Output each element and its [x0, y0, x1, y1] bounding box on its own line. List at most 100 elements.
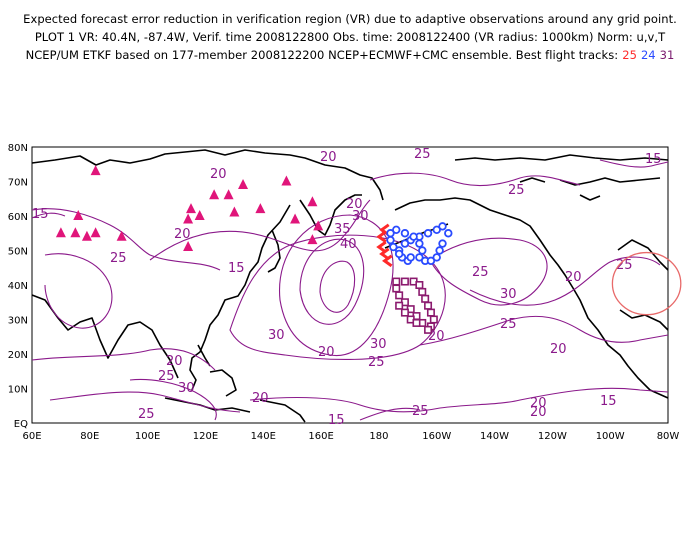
lat-tick-label: 20N: [8, 350, 28, 361]
contour-label: 20: [320, 150, 337, 165]
title-line-2: PLOT 1 VR: 40.4N, -87.4W, Verif. time 20…: [34, 30, 666, 44]
observation-triangle: [183, 213, 194, 224]
contour-label: 25: [158, 369, 175, 384]
track-marker-blue: [435, 246, 444, 255]
lon-tick-label: 180: [369, 431, 388, 442]
lon-tick-label: 140W: [480, 431, 509, 442]
track-marker-blue: [444, 229, 453, 238]
observation-triangle: [281, 175, 292, 186]
lon-tick-label: 100E: [135, 431, 160, 442]
flight-track-blue: [386, 222, 453, 266]
title-line-3-text: NCEP/UM ETKF based on 177-member 2008122…: [25, 48, 619, 62]
track-marker-purple: [426, 308, 435, 317]
lat-tick-label: 80N: [8, 143, 28, 154]
verification-region: [611, 251, 682, 316]
observation-sites: [55, 165, 324, 252]
track-marker-blue: [392, 225, 401, 234]
contour-label: 30: [352, 209, 369, 224]
contour-label: 15: [645, 152, 662, 167]
contour-label: 25: [138, 407, 155, 422]
contour-label: 30: [370, 337, 387, 352]
contour-label: 30: [500, 287, 517, 302]
contour-label: 15: [600, 394, 617, 409]
contour-label: 25: [412, 404, 429, 419]
track-marker-purple: [400, 277, 409, 286]
track-marker-red: [376, 230, 387, 243]
flight-track-purple: [392, 277, 438, 334]
track-marker-purple: [415, 280, 424, 289]
track-marker-blue: [389, 242, 398, 252]
contour-label: 20: [530, 396, 547, 411]
track-marker-blue: [394, 249, 404, 259]
lon-tick-label: 160E: [308, 431, 333, 442]
track-marker-red: [376, 240, 387, 254]
title-line-3: NCEP/UM ETKF based on 177-member 2008122…: [0, 46, 700, 64]
lat-tick-label: 60N: [8, 212, 28, 223]
observation-triangle: [90, 165, 101, 176]
lon-tick-label: 160W: [422, 431, 451, 442]
lat-tick-label: 70N: [8, 178, 28, 189]
map-frame: [31, 146, 669, 424]
observation-triangle: [70, 227, 81, 238]
contour-label: 40: [340, 237, 357, 252]
lon-tick-label: 120W: [538, 431, 567, 442]
track-marker-blue: [406, 253, 415, 262]
latitude-axis: EQ 10N 20N 30N 40N 50N 60N 70N 80N: [8, 143, 28, 430]
track-marker-purple: [421, 294, 430, 303]
lon-tick-label: 140E: [251, 431, 276, 442]
observation-triangle: [73, 210, 84, 220]
contour-label: 30: [178, 381, 195, 396]
lat-tick-label: 30N: [8, 316, 28, 327]
lat-tick-label: 50N: [8, 247, 28, 258]
longitude-axis: 60E 80E 100E 120E 140E 160E 180 160W 140W 120W 100…: [22, 431, 679, 442]
track-marker-purple: [412, 318, 421, 327]
contour-label: 20: [174, 227, 191, 242]
observation-triangle: [255, 203, 266, 214]
lon-tick-label: 120E: [193, 431, 218, 442]
contour-label: 20: [252, 391, 269, 406]
track-label-red: 25: [622, 48, 637, 62]
track-marker-purple: [424, 301, 433, 310]
contour-lines: [31, 159, 669, 421]
observation-triangle: [116, 230, 127, 241]
contour-label: 30: [268, 328, 285, 343]
track-marker-blue: [386, 229, 395, 238]
lon-tick-label: 100W: [596, 431, 625, 442]
lat-tick-label: 10N: [8, 385, 28, 396]
track-marker-purple: [400, 308, 409, 317]
contour-label: 20: [318, 345, 335, 360]
lon-tick-label: 60E: [22, 431, 41, 442]
track-marker-blue: [386, 235, 395, 245]
track-marker-purple: [395, 291, 404, 300]
contour-label: 15: [228, 261, 245, 276]
contour-label: 20: [346, 197, 363, 212]
track-marker-blue: [415, 253, 424, 262]
contour-label: 20: [565, 270, 582, 285]
observation-triangle: [238, 178, 249, 189]
contour-label: 20: [166, 354, 183, 369]
verification-region-circle: [611, 251, 682, 316]
track-marker-blue: [438, 239, 447, 248]
contour-label: 25: [616, 258, 633, 273]
contour-label: 25: [110, 251, 127, 266]
contour-label: 15: [32, 207, 49, 222]
track-label-purple: 31: [659, 48, 675, 62]
observation-triangle: [186, 203, 196, 214]
track-marker-blue: [423, 229, 433, 238]
track-label-blue: 24: [640, 48, 656, 62]
track-marker-red: [382, 254, 393, 268]
contour-label: 25: [368, 355, 385, 370]
track-marker-blue: [418, 246, 427, 255]
contour-label: 25: [500, 317, 517, 332]
contour-label: 20: [530, 405, 547, 420]
observation-triangle: [307, 196, 318, 207]
track-marker-red: [379, 247, 390, 261]
observation-triangle: [209, 189, 220, 200]
track-marker-blue: [438, 222, 447, 231]
figure-title: Expected forecast error reduction in ver…: [0, 10, 700, 64]
lat-tick-label: 40N: [8, 281, 28, 292]
observation-triangle: [90, 227, 101, 238]
track-marker-blue: [432, 253, 441, 262]
lat-tick-label: EQ: [14, 419, 28, 430]
